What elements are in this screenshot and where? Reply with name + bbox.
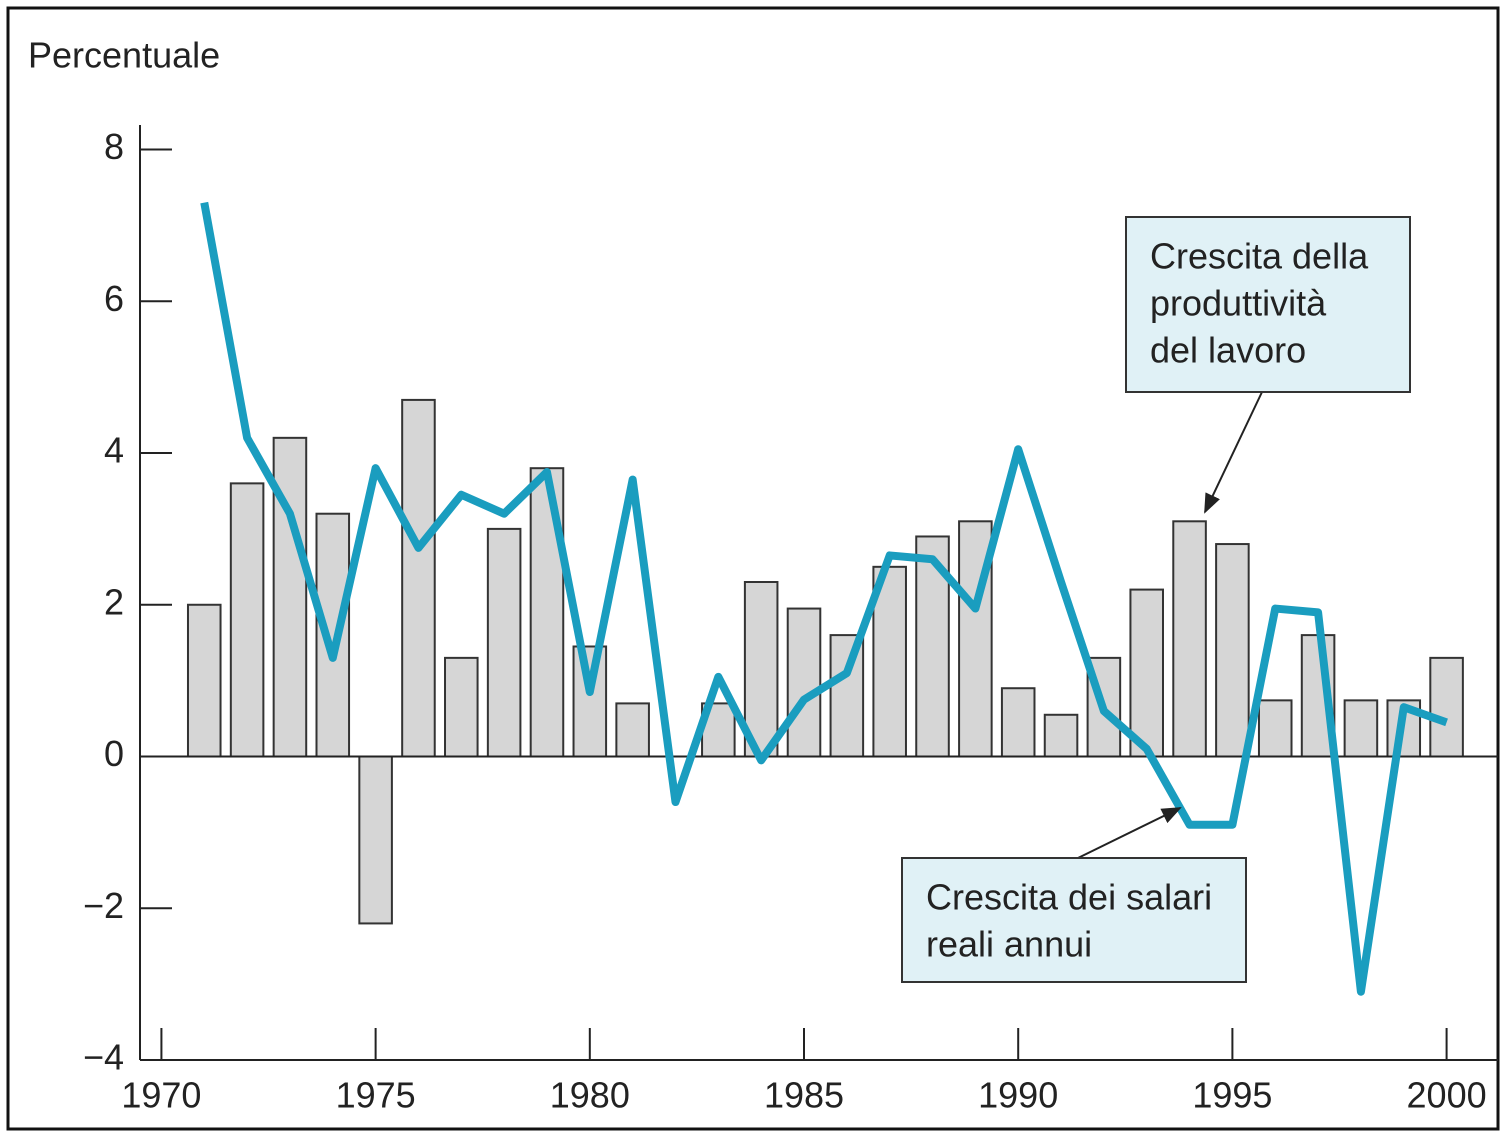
y-tick-label: −4: [83, 1037, 124, 1078]
bar: [444, 656, 479, 758]
bar: [1215, 543, 1250, 758]
bar: [186, 603, 222, 758]
x-tick-label: 1985: [764, 1075, 844, 1116]
annotation-text: del lavoro: [1150, 330, 1306, 371]
x-tick-label: 1975: [336, 1075, 416, 1116]
y-axis-label: Percentuale: [28, 35, 220, 76]
line: [200, 201, 1448, 996]
annotation-box: [1125, 216, 1411, 393]
bar: [572, 645, 608, 758]
bar: [1000, 687, 1036, 758]
annotation-text: produttività: [1150, 283, 1327, 324]
bar: [829, 634, 865, 758]
annotation-text: Crescita della: [1150, 236, 1369, 277]
bar: [315, 512, 351, 758]
bar: [1257, 699, 1293, 758]
annotation-arrow: [1077, 807, 1182, 859]
bar: [229, 482, 265, 758]
bar: [743, 581, 779, 758]
y-tick-label: 0: [104, 733, 124, 774]
x-tick-label: 1990: [978, 1075, 1058, 1116]
y-tick-label: 2: [104, 581, 124, 622]
bar: [401, 398, 436, 758]
bar: [486, 527, 522, 758]
y-tick-label: 8: [104, 126, 124, 167]
bar: [1172, 520, 1207, 758]
x-tick-label: 1980: [550, 1075, 630, 1116]
annotation-text: reali annui: [926, 924, 1092, 965]
bar: [1043, 713, 1079, 758]
bar: [1129, 588, 1164, 758]
x-tick-label: 2000: [1407, 1075, 1487, 1116]
y-tick-label: 6: [104, 278, 124, 319]
bar: [1429, 656, 1464, 758]
annotation-box: [901, 857, 1247, 983]
bar: [786, 607, 822, 758]
y-tick-label: −2: [83, 885, 124, 926]
x-tick-label: 1970: [121, 1075, 201, 1116]
x-tick-label: 1995: [1192, 1075, 1272, 1116]
y-tick-label: 4: [104, 430, 124, 471]
annotation-text: Crescita dei salari: [926, 877, 1212, 918]
bar: [615, 702, 650, 758]
bar: [1343, 699, 1379, 758]
annotation-arrow: [1204, 391, 1263, 514]
bar: [358, 755, 393, 925]
